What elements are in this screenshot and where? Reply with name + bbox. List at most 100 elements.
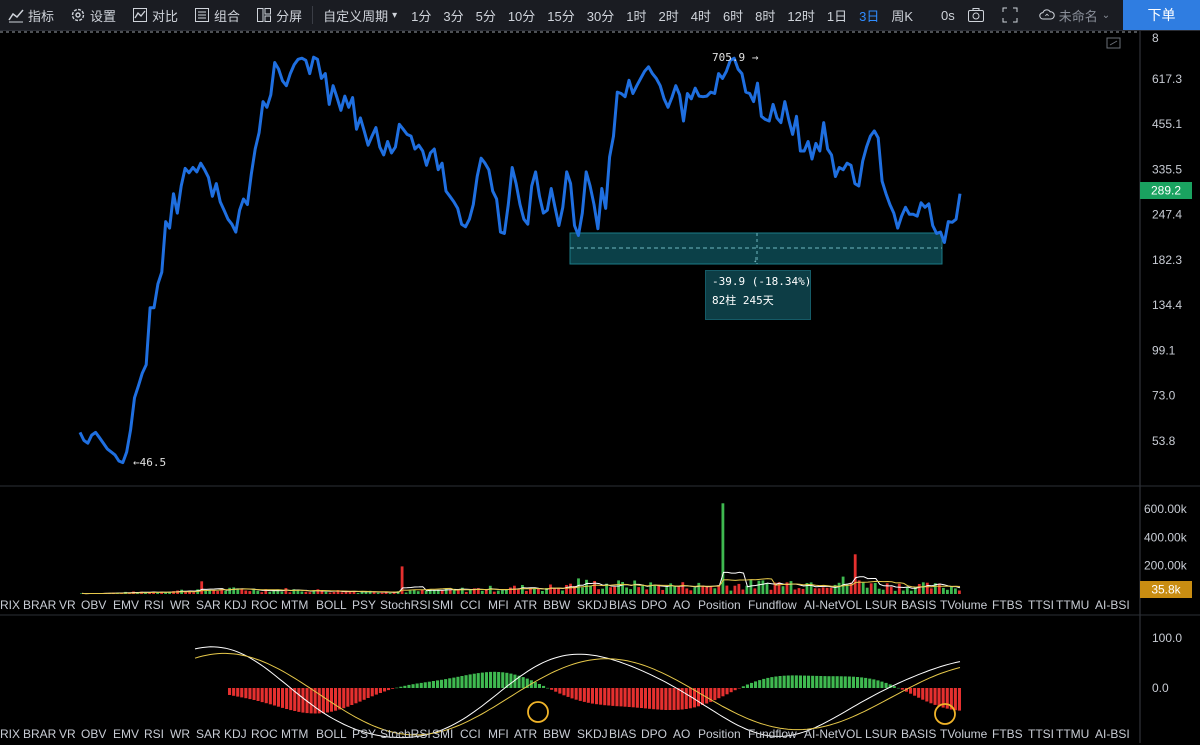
indicator-tab-rsi[interactable]: RSI [144,727,164,741]
period-1分[interactable]: 1分 [405,0,437,30]
period-5分[interactable]: 5分 [470,0,502,30]
custom-period-dropdown[interactable]: 自定义周期 ▾ [315,0,405,30]
indicator-tab-ftbs[interactable]: FTBS [992,727,1023,741]
indicator-tab-ai-netvol[interactable]: AI-NetVOL [804,727,862,741]
indicator-tab-obv[interactable]: OBV [81,598,106,612]
period-15分[interactable]: 15分 [541,0,580,30]
indicator-tab-ai-netvol[interactable]: AI-NetVOL [804,598,862,612]
indicator-tab-tvolume[interactable]: TVolume [940,727,987,741]
period-30分[interactable]: 30分 [581,0,620,30]
period-4时[interactable]: 4时 [685,0,717,30]
indicator-tab-dpo[interactable]: DPO [641,598,667,612]
indicator-tab-sar[interactable]: SAR [196,727,221,741]
indicator-tab-rix[interactable]: RIX [0,598,20,612]
indicator-tab-psy[interactable]: PSY [352,727,376,741]
oscillator-bar [460,676,463,688]
indicator-tab-brar[interactable]: BRAR [23,727,56,741]
indicator-tab-skdj[interactable]: SKDJ [577,727,608,741]
volume-bar [629,589,632,594]
indicator-tab-ttmu[interactable]: TTMU [1056,598,1089,612]
indicator-tab-ttsi[interactable]: TTSI [1028,598,1054,612]
place-order-button[interactable]: 下单 [1123,0,1200,30]
indicator-tab-boll[interactable]: BOLL [316,727,347,741]
restore-pane-icon[interactable] [1107,38,1120,48]
indicator-tab-atr[interactable]: ATR [514,598,537,612]
camera-button[interactable] [961,0,991,30]
indicator-tab-stochrsi[interactable]: StochRSI [380,598,431,612]
indicators-button[interactable]: 指标 [0,0,62,30]
period-3分[interactable]: 3分 [437,0,469,30]
indicator-tab-mfi[interactable]: MFI [488,727,509,741]
combo-label: 组合 [214,6,240,25]
layout-name-dropdown[interactable]: 未命名 ⌄ [1031,0,1118,30]
oscillator-bar [721,688,724,696]
indicator-tab-obv[interactable]: OBV [81,727,106,741]
indicator-tab-cci[interactable]: CCI [460,598,481,612]
indicator-tab-boll[interactable]: BOLL [316,598,347,612]
indicator-tab-bias[interactable]: BIAS [609,727,636,741]
indicator-tab-sar[interactable]: SAR [196,598,221,612]
indicator-tab-brar[interactable]: BRAR [23,598,56,612]
indicator-tab-dpo[interactable]: DPO [641,727,667,741]
indicator-tab-vr[interactable]: VR [59,727,76,741]
chart-area[interactable]: ↓ 705.9 → ←46.5 617.3455.1335.5247.4182.… [0,31,1200,743]
indicator-tab-lsur[interactable]: LSUR [865,598,897,612]
indicator-tab-skdj[interactable]: SKDJ [577,598,608,612]
indicator-tab-ttmu[interactable]: TTMU [1056,727,1089,741]
indicator-tab-ai-bsi[interactable]: AI-BSI [1095,727,1130,741]
indicator-tab-bbw[interactable]: BBW [543,727,570,741]
indicator-tab-emv[interactable]: EMV [113,727,139,741]
indicator-tab-mtm[interactable]: MTM [281,727,308,741]
custom-period-label: 自定义周期 [323,6,388,25]
indicator-tab-fundflow[interactable]: Fundflow [748,598,797,612]
indicator-tab-smi[interactable]: SMI [432,727,453,741]
indicator-tab-bbw[interactable]: BBW [543,598,570,612]
indicator-tab-rix[interactable]: RIX [0,727,20,741]
period-6时[interactable]: 6时 [717,0,749,30]
indicator-tab-atr[interactable]: ATR [514,727,537,741]
indicator-tab-basis[interactable]: BASIS [901,727,936,741]
indicator-tab-smi[interactable]: SMI [432,598,453,612]
period-周K[interactable]: 周K [885,0,919,30]
period-3日[interactable]: 3日 [853,0,885,30]
indicator-tab-mfi[interactable]: MFI [488,598,509,612]
period-1日[interactable]: 1日 [821,0,853,30]
indicator-tab-bias[interactable]: BIAS [609,598,636,612]
volume-bar [281,592,284,594]
split-screen-button[interactable]: 分屏 [248,0,310,30]
period-8时[interactable]: 8时 [749,0,781,30]
indicator-tab-ai-bsi[interactable]: AI-BSI [1095,598,1130,612]
indicator-tab-kdj[interactable]: KDJ [224,727,247,741]
indicator-tab-ao[interactable]: AO [673,727,690,741]
indicator-tab-lsur[interactable]: LSUR [865,727,897,741]
compare-button[interactable]: 对比 [124,0,186,30]
indicator-tab-wr[interactable]: WR [170,598,190,612]
indicator-tab-mtm[interactable]: MTM [281,598,308,612]
volume-bar [533,589,536,595]
indicator-tab-ftbs[interactable]: FTBS [992,598,1023,612]
indicator-tab-tvolume[interactable]: TVolume [940,598,987,612]
indicator-tab-vr[interactable]: VR [59,598,76,612]
indicator-tab-ao[interactable]: AO [673,598,690,612]
fullscreen-button[interactable] [995,0,1025,30]
indicator-tab-position[interactable]: Position [698,727,741,741]
indicator-tab-stochrsi[interactable]: StochRSI [380,727,431,741]
combo-button[interactable]: 组合 [186,0,248,30]
period-10分[interactable]: 10分 [502,0,541,30]
indicator-tab-position[interactable]: Position [698,598,741,612]
indicator-tab-rsi[interactable]: RSI [144,598,164,612]
indicator-tab-cci[interactable]: CCI [460,727,481,741]
indicator-tab-roc[interactable]: ROC [251,727,278,741]
indicator-tab-roc[interactable]: ROC [251,598,278,612]
period-1时[interactable]: 1时 [620,0,652,30]
period-12时[interactable]: 12时 [781,0,820,30]
indicator-tab-psy[interactable]: PSY [352,598,376,612]
indicator-tab-wr[interactable]: WR [170,727,190,741]
indicator-tab-kdj[interactable]: KDJ [224,598,247,612]
indicator-tab-basis[interactable]: BASIS [901,598,936,612]
indicator-tab-emv[interactable]: EMV [113,598,139,612]
period-2时[interactable]: 2时 [652,0,684,30]
indicator-tab-fundflow[interactable]: Fundflow [748,727,797,741]
settings-button[interactable]: 设置 [62,0,124,30]
indicator-tab-ttsi[interactable]: TTSI [1028,727,1054,741]
